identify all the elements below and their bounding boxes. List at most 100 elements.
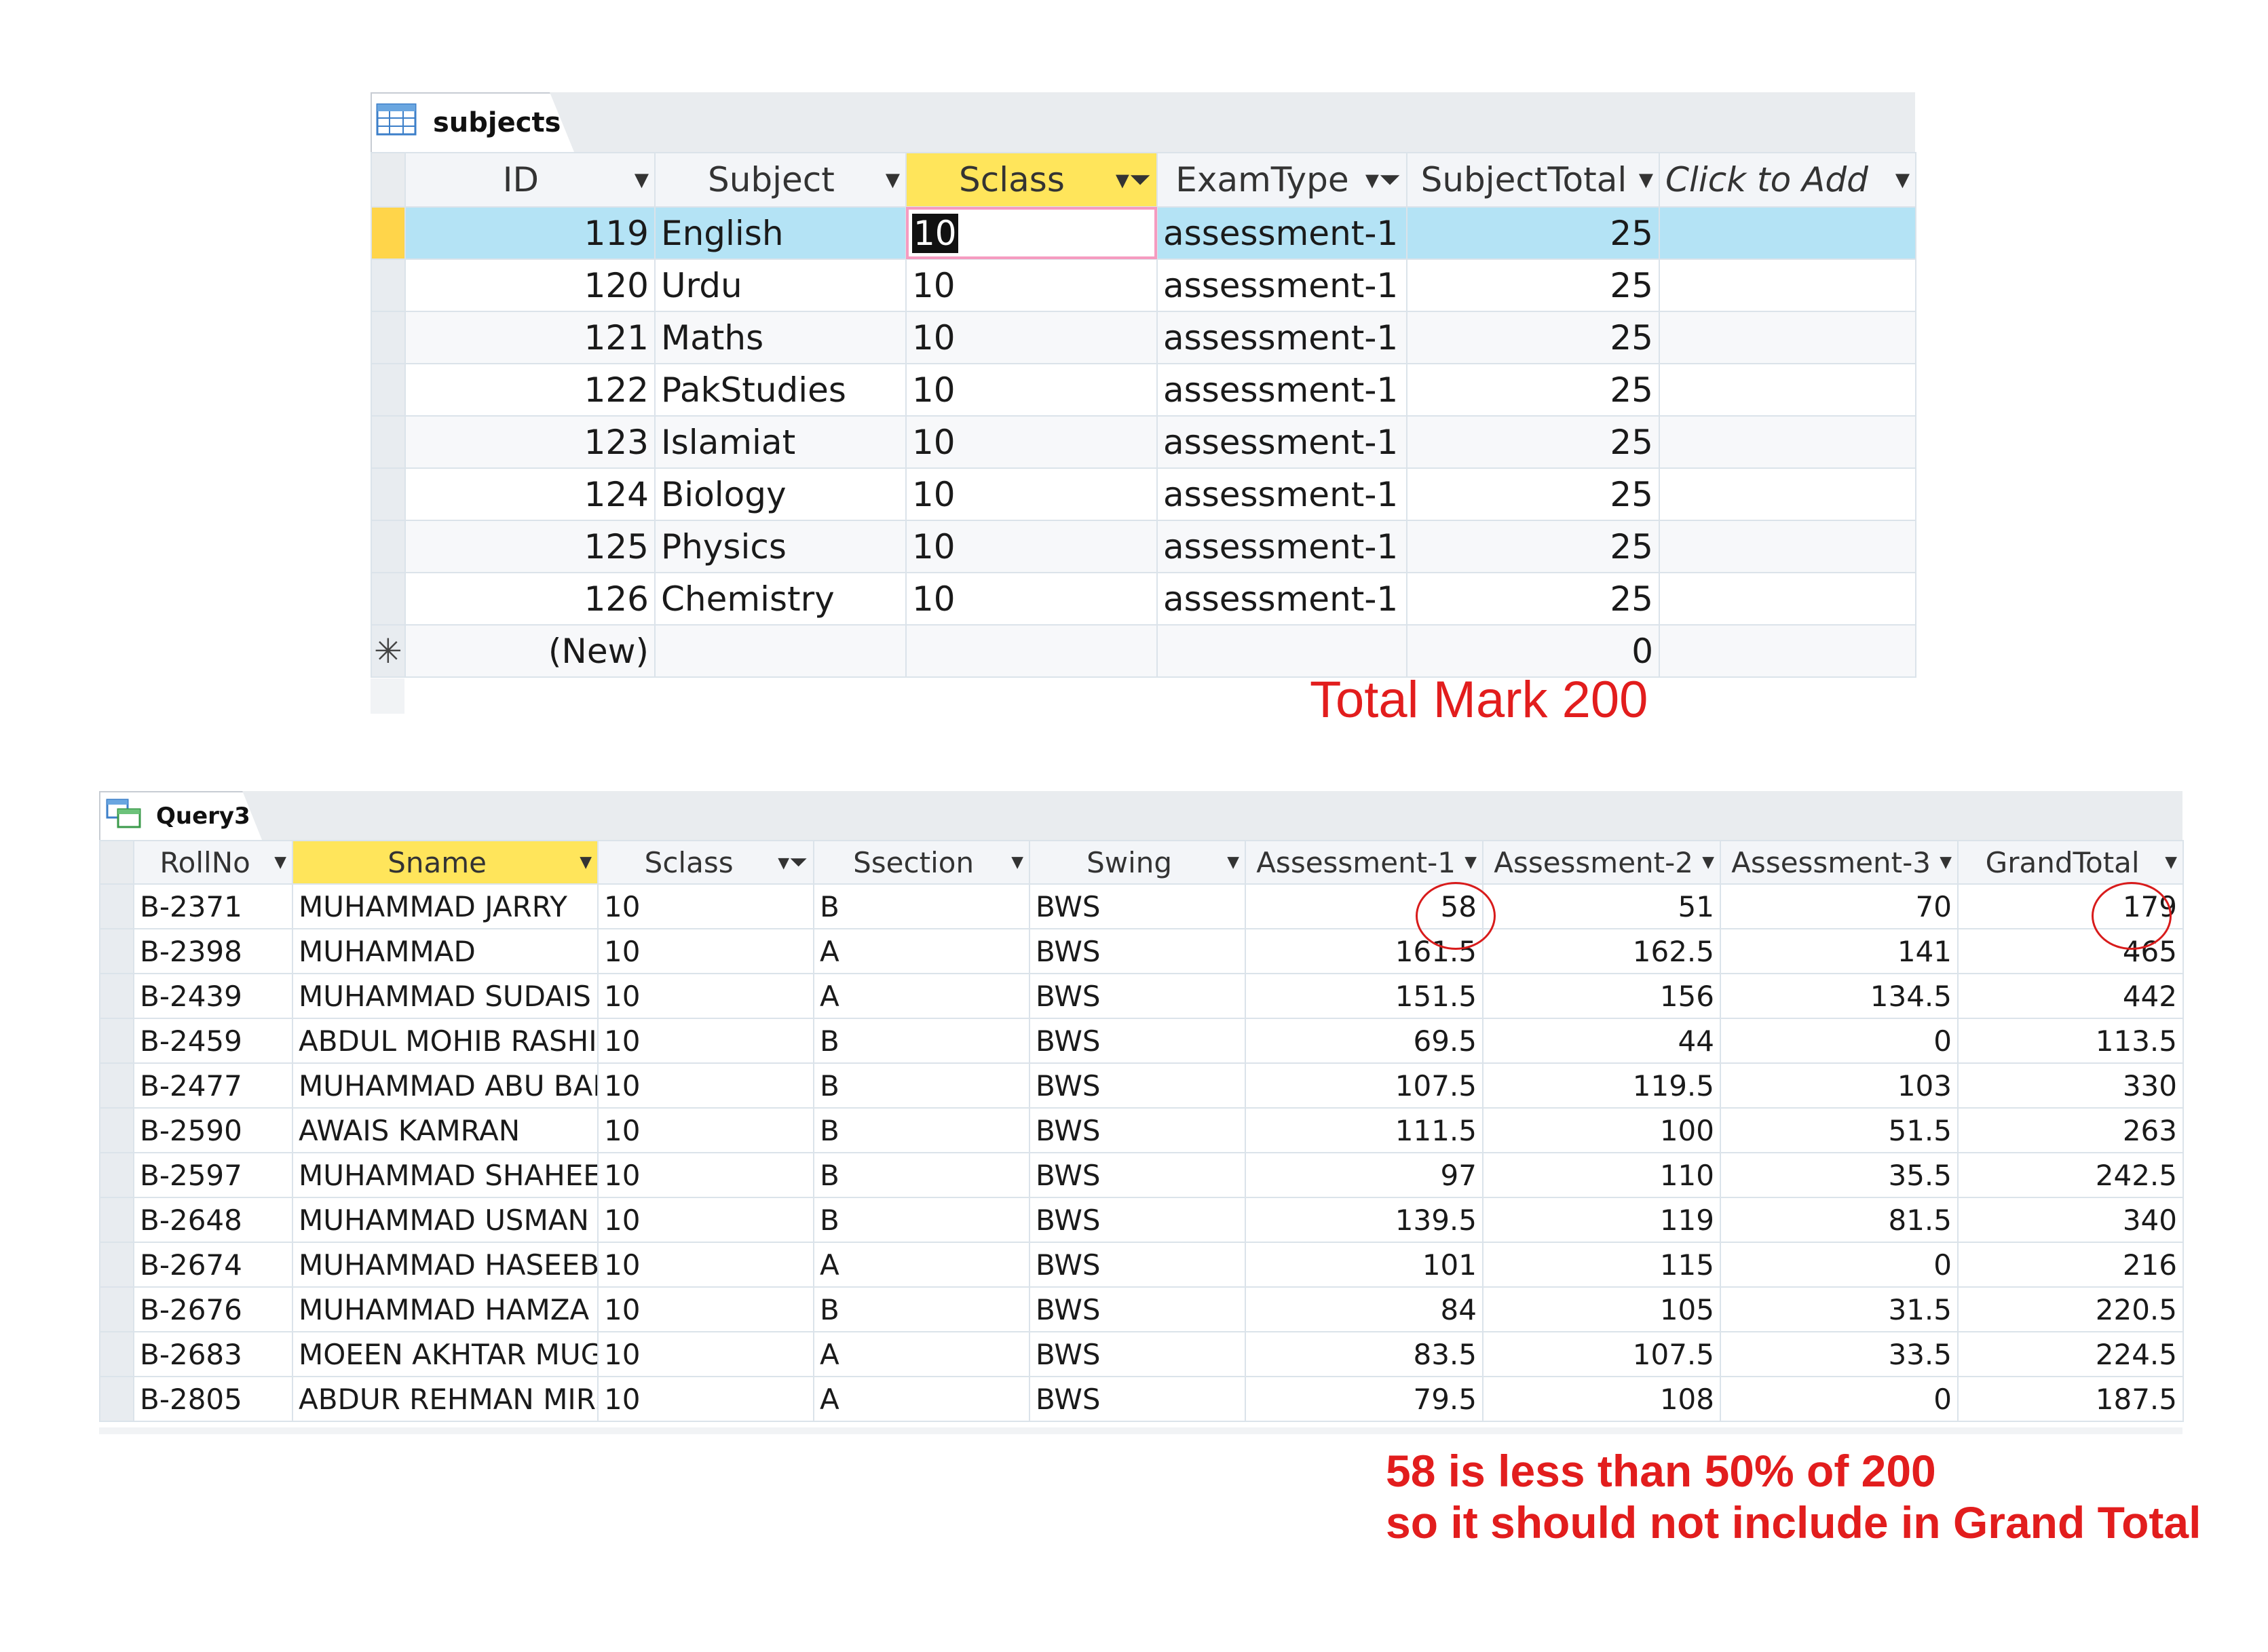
record-selector[interactable] — [371, 572, 406, 626]
col-header-sclass[interactable]: Sclass ▾⏷ — [905, 152, 1158, 208]
cell-sclass[interactable]: 10 — [597, 1062, 814, 1109]
cell-swing[interactable]: BWS — [1029, 883, 1246, 929]
cell-grandtotal[interactable]: 340 — [1957, 1197, 2184, 1243]
col-header-rollno[interactable]: RollNo ▼ — [133, 840, 293, 885]
dropdown-arrow-icon[interactable]: ▼ — [274, 853, 286, 871]
cell-assessment-1[interactable]: 107.5 — [1245, 1062, 1483, 1109]
cell-sclass[interactable]: 10 — [905, 520, 1158, 573]
cell-grandtotal[interactable]: 442 — [1957, 973, 2184, 1019]
cell-sclass[interactable]: 10 — [597, 1242, 814, 1288]
cell-assessment-3[interactable]: 31.5 — [1720, 1286, 1959, 1332]
cell-ssection[interactable]: A — [813, 928, 1030, 974]
cell-swing[interactable]: BWS — [1029, 1062, 1246, 1109]
cell-subject[interactable]: Biology — [654, 467, 907, 521]
dropdown-arrow-icon[interactable]: ▼ — [634, 169, 649, 191]
col-header-click-to-add[interactable]: Click to Add ▼ — [1659, 152, 1916, 208]
cell-swing[interactable]: BWS — [1029, 1331, 1246, 1377]
cell-sclass[interactable]: 10 — [905, 363, 1158, 417]
cell-rollno[interactable]: B-2674 — [133, 1242, 293, 1288]
cell-ssection[interactable]: A — [813, 1331, 1030, 1377]
cell-sclass[interactable]: 10 — [905, 415, 1158, 469]
record-selector[interactable] — [99, 1242, 134, 1288]
col-header-ssection[interactable]: Ssection ▼ — [813, 840, 1030, 885]
cell-sclass[interactable]: 10 — [905, 572, 1158, 626]
cell-assessment-3[interactable]: 134.5 — [1720, 973, 1959, 1019]
dropdown-arrow-icon[interactable]: ▼ — [1638, 169, 1653, 191]
cell-empty[interactable] — [1659, 415, 1916, 469]
record-selector[interactable] — [371, 415, 406, 469]
cell-rollno[interactable]: B-2805 — [133, 1376, 293, 1422]
cell-sname[interactable]: MOEEN AKHTAR MUGHAL — [292, 1331, 599, 1377]
filter-icon[interactable]: ▾⏷ — [1115, 164, 1151, 195]
cell-id[interactable]: 122 — [404, 363, 656, 417]
table-row[interactable]: B-2590 AWAIS KAMRAN 10 B BWS 111.5 100 51.5 263 — [99, 1107, 2184, 1153]
cell-rollno[interactable]: B-2590 — [133, 1107, 293, 1153]
cell-ssection[interactable]: B — [813, 1152, 1030, 1198]
table-row[interactable]: 119 English 10 assessment-1 25 — [371, 206, 1916, 260]
cell-id[interactable]: 123 — [404, 415, 656, 469]
cell-subject[interactable]: Maths — [654, 311, 907, 364]
cell-id[interactable]: 120 — [404, 258, 656, 312]
table-row[interactable]: 123 Islamiat 10 assessment-1 25 — [371, 415, 1916, 469]
cell-assessment-2[interactable]: 119.5 — [1482, 1062, 1721, 1109]
cell-assessment-2[interactable]: 110 — [1482, 1152, 1721, 1198]
cell-ssection[interactable]: B — [813, 883, 1030, 929]
cell-subjecttotal[interactable]: 25 — [1406, 206, 1660, 260]
cell-assessment-3[interactable]: 103 — [1720, 1062, 1959, 1109]
query3-tab[interactable]: Query3 — [99, 791, 262, 840]
cell-rollno[interactable]: B-2683 — [133, 1331, 293, 1377]
cell-sname[interactable]: MUHAMMAD ABU BAKR — [292, 1062, 599, 1109]
dropdown-arrow-icon[interactable]: ▼ — [580, 853, 592, 871]
dropdown-arrow-icon[interactable]: ▼ — [1227, 853, 1239, 871]
cell-sname[interactable]: MUHAMMAD — [292, 928, 599, 974]
col-header-assessment-3[interactable]: Assessment-3 ▼ — [1720, 840, 1959, 885]
cell-sclass[interactable]: 10 — [597, 973, 814, 1019]
cell-rollno[interactable]: B-2398 — [133, 928, 293, 974]
table-row[interactable]: 122 PakStudies 10 assessment-1 25 — [371, 363, 1916, 417]
cell-assessment-2[interactable]: 105 — [1482, 1286, 1721, 1332]
record-selector[interactable] — [99, 1107, 134, 1153]
dropdown-arrow-icon[interactable]: ▼ — [1940, 853, 1952, 871]
cell-empty[interactable] — [1659, 467, 1916, 521]
cell-ssection[interactable]: B — [813, 1107, 1030, 1153]
col-header-subjecttotal[interactable]: SubjectTotal ▼ — [1406, 152, 1660, 208]
record-selector[interactable] — [371, 467, 406, 521]
cell-sclass[interactable]: 10 — [597, 1107, 814, 1153]
cell-grandtotal[interactable]: 216 — [1957, 1242, 2184, 1288]
cell-sname[interactable]: ABDUR REHMAN MIRZA — [292, 1376, 599, 1422]
cell-sname[interactable]: AWAIS KAMRAN — [292, 1107, 599, 1153]
cell-assessment-1[interactable]: 97 — [1245, 1152, 1483, 1198]
selected-text[interactable]: 10 — [912, 213, 958, 253]
cell-assessment-1[interactable]: 79.5 — [1245, 1376, 1483, 1422]
cell-sclass[interactable]: 10 — [597, 1018, 814, 1064]
cell-subject[interactable]: PakStudies — [654, 363, 907, 417]
cell-subjecttotal[interactable]: 25 — [1406, 415, 1660, 469]
col-header-swing[interactable]: Swing ▼ — [1029, 840, 1246, 885]
cell-subjecttotal[interactable]: 25 — [1406, 363, 1660, 417]
cell-assessment-3[interactable]: 35.5 — [1720, 1152, 1959, 1198]
cell-grandtotal[interactable]: 113.5 — [1957, 1018, 2184, 1064]
cell-swing[interactable]: BWS — [1029, 1286, 1246, 1332]
cell-assessment-2[interactable]: 108 — [1482, 1376, 1721, 1422]
dropdown-arrow-icon[interactable]: ▼ — [1011, 853, 1023, 871]
cell-examtype[interactable]: assessment-1 — [1156, 415, 1407, 469]
cell-sclass[interactable]: 10 — [597, 1331, 814, 1377]
cell-subject[interactable]: Chemistry — [654, 572, 907, 626]
cell-sclass[interactable]: 10 — [905, 467, 1158, 521]
cell-assessment-1[interactable]: 139.5 — [1245, 1197, 1483, 1243]
cell-sclass[interactable]: 10 — [597, 928, 814, 974]
table-row[interactable]: B-2676 MUHAMMAD HAMZA 10 B BWS 84 105 31.5 220.5 — [99, 1286, 2184, 1332]
table-row[interactable]: 125 Physics 10 assessment-1 25 — [371, 520, 1916, 573]
cell-assessment-2[interactable]: 162.5 — [1482, 928, 1721, 974]
cell-assessment-3[interactable]: 0 — [1720, 1242, 1959, 1288]
col-header-grandtotal[interactable]: GrandTotal ▼ — [1957, 840, 2184, 885]
cell-ssection[interactable]: B — [813, 1286, 1030, 1332]
dropdown-arrow-icon[interactable]: ▼ — [1464, 853, 1477, 871]
cell-assessment-1[interactable]: 101 — [1245, 1242, 1483, 1288]
cell-id[interactable]: 121 — [404, 311, 656, 364]
table-row[interactable]: B-2439 MUHAMMAD SUDAIS 10 A BWS 151.5 156 134.5… — [99, 973, 2184, 1019]
cell-examtype[interactable]: assessment-1 — [1156, 572, 1407, 626]
cell-swing[interactable]: BWS — [1029, 1242, 1246, 1288]
